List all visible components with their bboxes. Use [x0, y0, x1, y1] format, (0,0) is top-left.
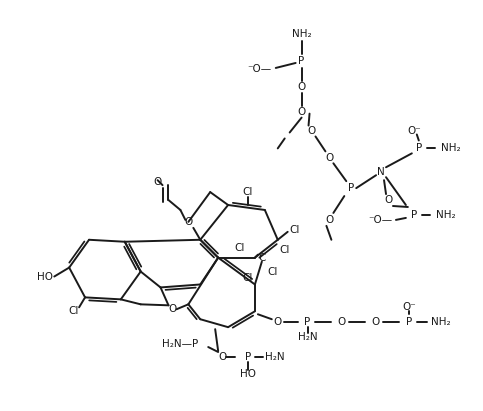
Text: O: O — [184, 217, 193, 227]
Text: HO: HO — [37, 272, 53, 282]
Text: NH₂: NH₂ — [431, 317, 450, 327]
Text: P: P — [416, 143, 422, 153]
Text: NH₂: NH₂ — [292, 29, 312, 39]
Text: O: O — [274, 317, 282, 327]
Text: P: P — [348, 183, 355, 193]
Text: H₂N: H₂N — [265, 352, 284, 362]
Text: O: O — [298, 82, 306, 92]
Text: NH₂: NH₂ — [440, 143, 460, 153]
Text: H₂N: H₂N — [298, 332, 317, 342]
Text: C: C — [258, 253, 266, 263]
Text: ⁻O—: ⁻O— — [368, 215, 392, 225]
Text: O: O — [218, 352, 226, 362]
Text: N: N — [377, 167, 385, 177]
Text: O: O — [325, 153, 334, 163]
Text: O: O — [371, 317, 379, 327]
Text: Cl: Cl — [243, 272, 253, 282]
Text: P: P — [245, 352, 251, 362]
Text: O: O — [169, 304, 177, 314]
Text: O⁻: O⁻ — [402, 302, 416, 312]
Text: O: O — [325, 215, 334, 225]
Text: NH₂: NH₂ — [436, 210, 455, 220]
Text: HO: HO — [240, 369, 256, 379]
Text: Cl: Cl — [68, 306, 78, 316]
Text: P: P — [304, 317, 311, 327]
Text: P: P — [298, 56, 305, 66]
Text: Cl: Cl — [243, 187, 253, 197]
Text: ⁻O—: ⁻O— — [248, 64, 272, 74]
Text: Cl: Cl — [280, 245, 290, 255]
Text: O: O — [337, 317, 345, 327]
Text: Cl: Cl — [268, 267, 278, 277]
Text: H₂N—P: H₂N—P — [162, 339, 199, 349]
Text: Cl: Cl — [290, 225, 300, 235]
Text: Cl: Cl — [235, 243, 245, 253]
Text: O: O — [307, 125, 316, 136]
Text: P: P — [411, 210, 417, 220]
Text: O: O — [298, 106, 306, 117]
Text: O⁻: O⁻ — [407, 125, 421, 136]
Text: O: O — [154, 177, 162, 187]
Text: P: P — [406, 317, 412, 327]
Text: O: O — [385, 195, 393, 205]
